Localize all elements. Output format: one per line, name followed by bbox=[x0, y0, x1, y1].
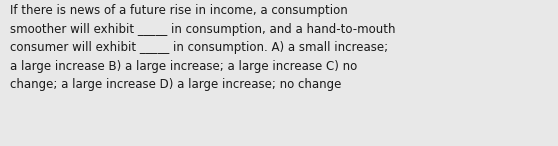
Text: If there is news of a future rise in income, a consumption
smoother will exhibit: If there is news of a future rise in inc… bbox=[10, 4, 396, 91]
